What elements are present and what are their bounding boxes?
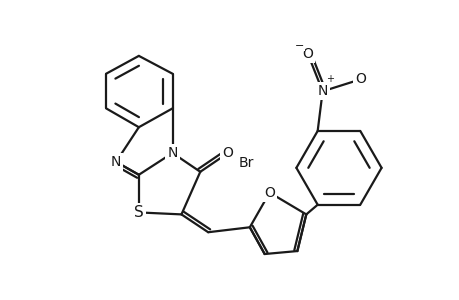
Text: S: S [134,205,143,220]
Text: +: + [325,74,333,84]
Text: Br: Br [238,156,253,170]
Text: −: − [295,41,304,51]
Text: N: N [317,84,327,98]
Text: O: O [354,72,365,86]
Text: N: N [167,146,177,160]
Text: O: O [302,47,313,61]
Text: N: N [111,155,121,169]
Text: O: O [263,186,274,200]
Text: O: O [222,146,233,160]
